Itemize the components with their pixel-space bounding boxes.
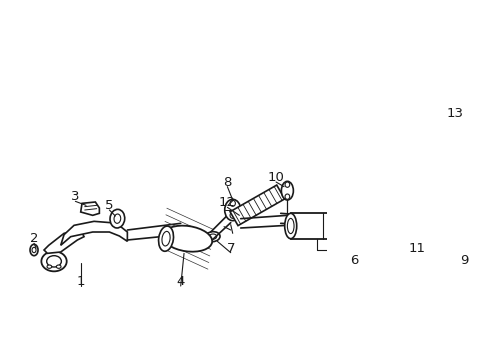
Ellipse shape (41, 251, 66, 271)
Ellipse shape (30, 244, 38, 256)
Ellipse shape (285, 194, 289, 199)
Polygon shape (81, 202, 99, 215)
Polygon shape (353, 119, 487, 158)
Ellipse shape (47, 265, 52, 268)
Ellipse shape (110, 210, 124, 228)
Text: 10: 10 (267, 171, 284, 184)
Text: 13: 13 (446, 107, 463, 120)
Ellipse shape (208, 234, 216, 239)
Ellipse shape (454, 213, 472, 238)
Text: 5: 5 (105, 199, 113, 212)
Polygon shape (44, 230, 84, 253)
Ellipse shape (205, 231, 220, 242)
Ellipse shape (287, 219, 293, 234)
Ellipse shape (229, 212, 235, 218)
Ellipse shape (32, 247, 36, 253)
Ellipse shape (437, 205, 449, 231)
Ellipse shape (460, 227, 466, 234)
Text: 9: 9 (459, 253, 468, 266)
Ellipse shape (162, 231, 170, 246)
Ellipse shape (229, 200, 235, 206)
Text: 3: 3 (71, 190, 80, 203)
Polygon shape (230, 185, 284, 226)
Ellipse shape (162, 226, 212, 252)
Ellipse shape (460, 218, 466, 225)
Text: 4: 4 (176, 275, 184, 288)
Ellipse shape (285, 182, 289, 187)
Ellipse shape (440, 209, 447, 227)
Polygon shape (61, 221, 127, 245)
Text: 6: 6 (349, 253, 358, 266)
Ellipse shape (284, 213, 296, 239)
Ellipse shape (281, 181, 293, 200)
Ellipse shape (224, 199, 240, 221)
Bar (290, 213, 420, 239)
Ellipse shape (158, 226, 173, 251)
Text: 7: 7 (226, 242, 234, 255)
Text: 8: 8 (223, 176, 231, 189)
Ellipse shape (56, 265, 61, 268)
Text: 1: 1 (76, 275, 85, 288)
Ellipse shape (114, 214, 121, 223)
Text: 2: 2 (30, 232, 38, 245)
Ellipse shape (46, 256, 61, 267)
Ellipse shape (414, 213, 426, 239)
Text: 12: 12 (219, 196, 235, 209)
Text: 11: 11 (408, 242, 425, 255)
